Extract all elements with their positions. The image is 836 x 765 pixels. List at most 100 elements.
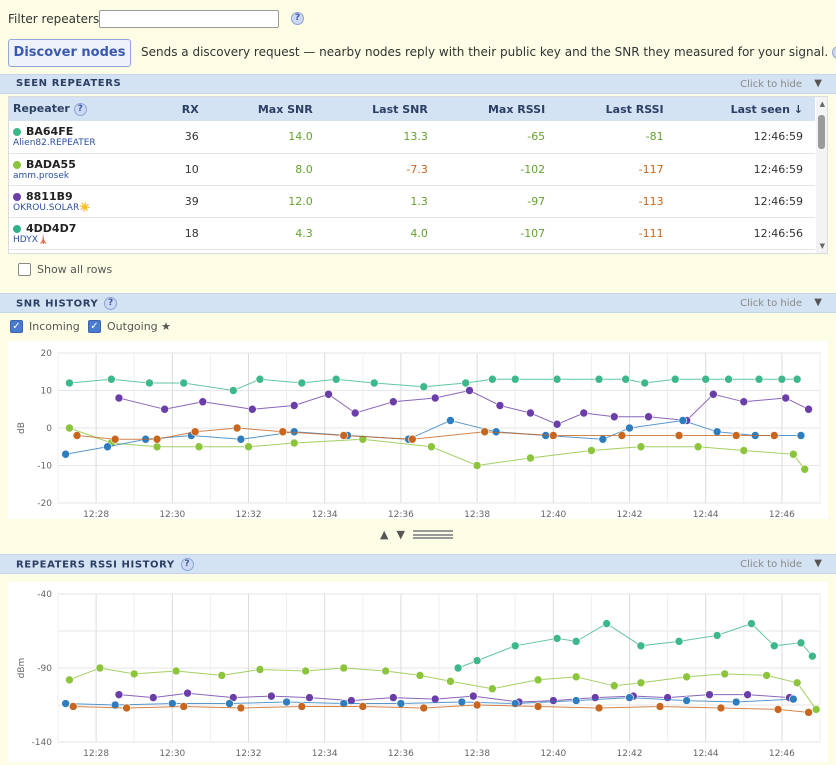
data-point[interactable] (789, 449, 798, 459)
data-point[interactable] (472, 700, 482, 710)
data-point[interactable] (678, 416, 688, 425)
data-point[interactable] (800, 464, 810, 474)
data-point[interactable] (396, 699, 406, 708)
data-point[interactable] (674, 431, 684, 440)
col-max-snr[interactable]: Max SNR (210, 97, 325, 121)
data-point[interactable] (693, 442, 703, 452)
data-point[interactable] (716, 703, 726, 713)
data-point[interactable] (68, 702, 78, 711)
table-row[interactable]: 4DD4D7 HDYX🗼 18 4.3 4.0 -107 -111 12:46:56 (9, 217, 815, 250)
data-point[interactable] (625, 423, 634, 433)
data-point[interactable] (145, 378, 154, 388)
data-point[interactable] (278, 427, 288, 437)
scroll-up-icon[interactable]: ▲ (819, 100, 825, 108)
data-point[interactable] (65, 378, 74, 388)
data-point[interactable] (621, 374, 630, 384)
data-point[interactable] (811, 705, 821, 714)
data-point[interactable] (636, 442, 646, 452)
data-point[interactable] (148, 693, 158, 702)
data-point[interactable] (709, 389, 718, 399)
data-point[interactable] (480, 427, 490, 437)
data-point[interactable] (571, 672, 581, 682)
data-point[interactable] (571, 637, 581, 646)
data-point[interactable] (682, 696, 691, 705)
data-point[interactable] (663, 693, 672, 702)
data-point[interactable] (762, 671, 771, 680)
data-point[interactable] (381, 666, 390, 676)
data-point[interactable] (171, 666, 181, 676)
data-point[interactable] (61, 449, 70, 459)
data-point[interactable] (95, 663, 105, 673)
data-point[interactable] (107, 374, 116, 384)
data-point[interactable] (114, 393, 124, 403)
table-scrollbar[interactable] (816, 97, 827, 253)
col-last-rssi[interactable]: Last RSSI (557, 97, 676, 121)
rssi-help-icon[interactable]: ? (180, 558, 194, 571)
data-point[interactable] (114, 690, 124, 699)
data-point[interactable] (255, 374, 265, 384)
data-point[interactable] (183, 688, 192, 698)
data-point[interactable] (110, 700, 120, 710)
data-point[interactable] (571, 696, 581, 705)
filter-input[interactable] (99, 10, 279, 28)
data-point[interactable] (408, 434, 417, 444)
data-point[interactable] (644, 412, 653, 422)
snr-chart[interactable]: 20 10 0 -10 -20 12:28 12:30 12:32 12:34 12:36 12:3… (8, 341, 828, 520)
data-point[interactable] (472, 461, 482, 470)
data-point[interactable] (248, 404, 257, 414)
snr-help-icon[interactable]: ? (104, 297, 118, 310)
data-point[interactable] (228, 386, 238, 395)
data-point[interactable] (331, 374, 341, 384)
data-point[interactable] (267, 691, 276, 701)
data-point[interactable] (324, 389, 333, 399)
col-repeater[interactable]: Repeater ? (9, 97, 152, 121)
data-point[interactable] (179, 378, 189, 388)
data-point[interactable] (446, 677, 455, 686)
data-point[interactable] (289, 401, 299, 410)
data-point[interactable] (122, 703, 131, 713)
data-point[interactable] (533, 702, 543, 711)
data-point[interactable] (640, 378, 650, 388)
chevron-down-icon[interactable]: ▼ (814, 78, 822, 89)
col-last-snr[interactable]: Last SNR (324, 97, 440, 121)
data-point[interactable] (773, 705, 783, 714)
data-point[interactable] (590, 693, 600, 702)
data-point[interactable] (465, 386, 474, 395)
data-point[interactable] (282, 697, 291, 707)
data-point[interactable] (747, 619, 756, 628)
data-point[interactable] (769, 641, 779, 651)
data-point[interactable] (419, 382, 429, 392)
data-point[interactable] (388, 693, 398, 702)
data-point[interactable] (297, 702, 307, 711)
data-point[interactable] (808, 651, 817, 661)
incoming-check-icon[interactable]: ✓ (10, 320, 23, 333)
data-point[interactable] (255, 665, 265, 674)
data-point[interactable] (339, 663, 349, 673)
data-point[interactable] (65, 675, 74, 685)
repeater-help-icon[interactable]: ? (73, 102, 87, 116)
data-point[interactable] (491, 427, 501, 437)
data-point[interactable] (712, 427, 722, 437)
snr-hide-link[interactable]: Click to hide (740, 298, 802, 309)
data-point[interactable] (347, 696, 356, 705)
data-point[interactable] (129, 669, 139, 679)
data-point[interactable] (453, 663, 463, 673)
data-point[interactable] (670, 374, 680, 384)
data-point[interactable] (65, 423, 74, 433)
data-point[interactable] (754, 374, 764, 384)
chevron-down-icon[interactable]: ▼ (814, 558, 822, 569)
resize-handle-icon[interactable] (412, 530, 453, 539)
data-point[interactable] (198, 397, 208, 407)
data-point[interactable] (419, 703, 429, 713)
rssi-chart[interactable]: -40 -90 -140 12:28 12:30 12:32 12:34 12:36 12:38… (8, 582, 828, 762)
data-point[interactable] (350, 408, 360, 418)
zoom-in-icon[interactable]: ▲ (380, 528, 389, 541)
data-point[interactable] (674, 637, 684, 646)
data-point[interactable] (289, 427, 299, 437)
data-point[interactable] (160, 404, 169, 414)
data-point[interactable] (358, 702, 368, 711)
data-point[interactable] (552, 634, 562, 643)
data-point[interactable] (110, 434, 120, 444)
data-point[interactable] (533, 675, 543, 685)
outgoing-checkbox[interactable]: ✓ Outgoing ★ (88, 320, 171, 333)
